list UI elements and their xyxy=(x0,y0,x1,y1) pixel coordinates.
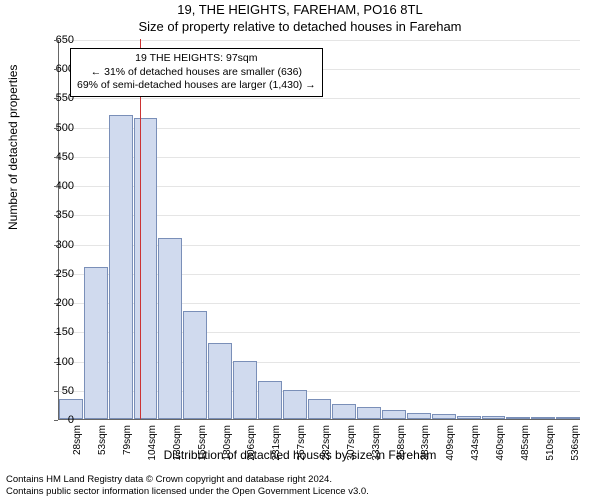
y-tick xyxy=(54,69,58,70)
histogram-bar xyxy=(134,118,158,419)
y-tick-label: 200 xyxy=(44,297,74,309)
y-tick xyxy=(54,215,58,216)
x-tick-label: 460sqm xyxy=(495,425,506,465)
y-tick xyxy=(54,362,58,363)
x-tick-label: 333sqm xyxy=(371,425,382,465)
x-tick-label: 180sqm xyxy=(222,425,233,465)
footer-line-1: Contains HM Land Registry data © Crown c… xyxy=(6,474,369,486)
histogram-bar xyxy=(308,399,332,419)
histogram-bar xyxy=(432,414,456,419)
histogram-bar xyxy=(506,417,530,419)
info-box: 19 THE HEIGHTS: 97sqm← 31% of detached h… xyxy=(70,48,323,97)
histogram-bar xyxy=(357,407,381,419)
x-tick-label: 282sqm xyxy=(321,425,332,465)
histogram-bar xyxy=(84,267,108,419)
x-tick-label: 79sqm xyxy=(122,425,133,465)
y-tick-label: 350 xyxy=(44,209,74,221)
chart-title-sub: Size of property relative to detached ho… xyxy=(0,19,600,34)
x-tick-label: 383sqm xyxy=(420,425,431,465)
y-tick xyxy=(54,186,58,187)
histogram-bar xyxy=(482,416,506,419)
histogram-bar xyxy=(332,404,356,419)
x-tick-label: 409sqm xyxy=(445,425,456,465)
y-tick-label: 150 xyxy=(44,326,74,338)
x-tick-label: 231sqm xyxy=(271,425,282,465)
info-box-line: 69% of semi-detached houses are larger (… xyxy=(77,79,316,93)
chart-title-main: 19, THE HEIGHTS, FAREHAM, PO16 8TL xyxy=(0,2,600,17)
histogram-bar xyxy=(407,413,431,419)
x-tick-label: 434sqm xyxy=(470,425,481,465)
y-tick xyxy=(54,303,58,304)
y-tick-label: 650 xyxy=(44,34,74,46)
info-box-line: ← 31% of detached houses are smaller (63… xyxy=(77,66,316,80)
y-tick xyxy=(54,420,58,421)
y-tick-label: 450 xyxy=(44,151,74,163)
x-tick-label: 155sqm xyxy=(197,425,208,465)
y-tick xyxy=(54,128,58,129)
histogram-bar xyxy=(183,311,207,419)
x-tick-label: 104sqm xyxy=(147,425,158,465)
histogram-bar xyxy=(531,417,555,419)
y-tick-label: 0 xyxy=(44,414,74,426)
y-tick-label: 500 xyxy=(44,122,74,134)
y-tick xyxy=(54,391,58,392)
x-tick-label: 130sqm xyxy=(172,425,183,465)
histogram-bar xyxy=(158,238,182,419)
footer-line-2: Contains public sector information licen… xyxy=(6,486,369,498)
y-axis-label: Number of detached properties xyxy=(6,65,20,230)
y-tick xyxy=(54,40,58,41)
y-tick-label: 250 xyxy=(44,268,74,280)
y-tick-label: 400 xyxy=(44,180,74,192)
histogram-bar xyxy=(208,343,232,419)
x-tick-label: 307sqm xyxy=(346,425,357,465)
y-tick-label: 50 xyxy=(44,385,74,397)
y-tick-label: 300 xyxy=(44,239,74,251)
x-tick-label: 536sqm xyxy=(570,425,581,465)
gridline xyxy=(59,98,580,99)
x-tick-label: 28sqm xyxy=(72,425,83,465)
x-tick-label: 510sqm xyxy=(545,425,556,465)
histogram-chart: 19, THE HEIGHTS, FAREHAM, PO16 8TL Size … xyxy=(0,0,600,500)
y-tick xyxy=(54,98,58,99)
y-tick xyxy=(54,245,58,246)
histogram-bar xyxy=(233,361,257,419)
y-tick xyxy=(54,332,58,333)
y-tick xyxy=(54,157,58,158)
gridline xyxy=(59,40,580,41)
plot-area xyxy=(58,40,580,420)
x-tick-label: 206sqm xyxy=(246,425,257,465)
histogram-bar xyxy=(109,115,133,419)
histogram-bar xyxy=(258,381,282,419)
x-tick-label: 358sqm xyxy=(396,425,407,465)
y-tick-label: 100 xyxy=(44,356,74,368)
histogram-bar xyxy=(556,417,580,419)
x-tick-label: 53sqm xyxy=(97,425,108,465)
info-box-line: 19 THE HEIGHTS: 97sqm xyxy=(77,52,316,66)
histogram-bar xyxy=(283,390,307,419)
histogram-bar xyxy=(382,410,406,419)
histogram-bar xyxy=(457,416,481,420)
footer-attribution: Contains HM Land Registry data © Crown c… xyxy=(6,474,369,498)
y-tick xyxy=(54,274,58,275)
x-tick-label: 485sqm xyxy=(520,425,531,465)
x-tick-label: 257sqm xyxy=(296,425,307,465)
